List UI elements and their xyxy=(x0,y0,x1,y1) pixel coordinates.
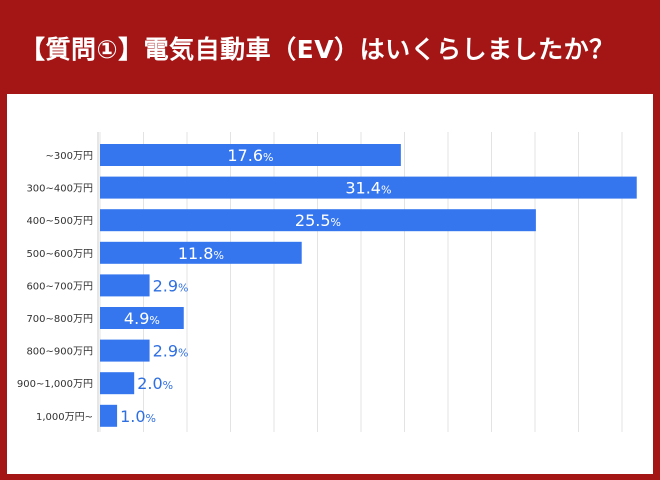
bar-5 xyxy=(100,274,150,297)
header-banner: 【質問①】電気自動車（EV）はいくらしましたか？ xyxy=(0,0,660,94)
bar-9 xyxy=(100,404,118,427)
bar-3 xyxy=(100,209,536,232)
bar-6 xyxy=(100,307,184,329)
category-label-9: 1,000万円~ xyxy=(36,412,93,423)
value-label-1: 17.6% xyxy=(227,146,273,165)
category-label-6: 700~800万円 xyxy=(26,314,93,325)
value-label-9: 1.0% xyxy=(120,407,156,426)
category-labels: ~300万円 300~400万円 400~500万円 500~600万円 600~700… xyxy=(17,151,93,423)
category-label-3: 400~500万円 xyxy=(26,216,93,227)
value-label-4: 11.8% xyxy=(178,244,224,263)
bar-1 xyxy=(100,144,401,166)
bar-7 xyxy=(100,339,150,362)
bar-8 xyxy=(100,372,135,395)
value-label-2: 31.4% xyxy=(345,179,391,198)
category-label-2: 300~400万円 xyxy=(26,184,93,195)
bar-2 xyxy=(100,176,637,199)
category-label-8: 900~1,000万円 xyxy=(17,379,93,390)
category-label-7: 800~900万円 xyxy=(26,347,93,358)
value-label-7: 2.9% xyxy=(153,342,189,361)
bar-chart: ~300万円 300~400万円 400~500万円 500~600万円 600~700… xyxy=(17,132,637,432)
category-label-4: 500~600万円 xyxy=(26,249,93,260)
bars xyxy=(100,144,637,427)
value-label-8: 2.0% xyxy=(137,374,173,393)
category-label-1: ~300万円 xyxy=(46,151,93,162)
chart-panel: ~300万円 300~400万円 400~500万円 500~600万円 600~700… xyxy=(7,94,653,474)
category-label-5: 600~700万円 xyxy=(26,281,93,292)
bar-4 xyxy=(100,241,302,264)
value-label-3: 25.5% xyxy=(295,211,341,230)
page-title: 【質問①】電気自動車（EV）はいくらしましたか？ xyxy=(20,35,615,64)
value-labels: 17.6% 31.4%25.5% 11.8% 2.9% 4.9% 2.9% 2.0% 1.0% xyxy=(120,146,391,426)
value-label-6: 4.9% xyxy=(124,309,160,328)
value-label-5: 2.9% xyxy=(153,276,189,295)
